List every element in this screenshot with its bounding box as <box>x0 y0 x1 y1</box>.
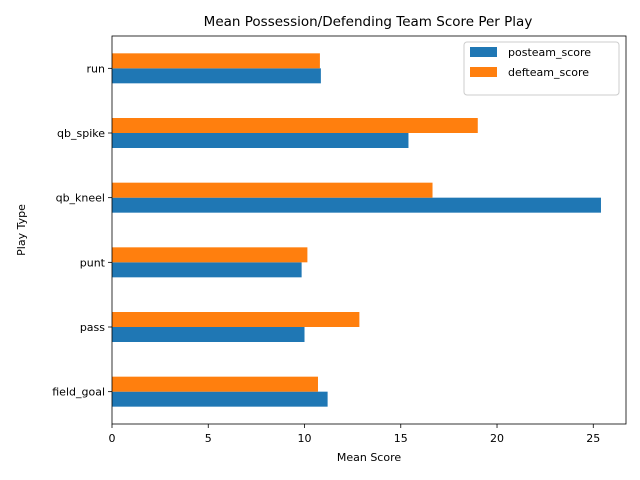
x-axis-ticks: 0 5 10 15 20 25 <box>109 424 600 445</box>
bars-group <box>112 53 601 407</box>
legend-frame <box>463 41 620 96</box>
bar-defteam_score-qb_spike <box>112 118 478 133</box>
y-tick-label: punt <box>80 256 106 269</box>
y-tick-label: qb_kneel <box>56 192 105 205</box>
bar-defteam_score-punt <box>112 247 308 263</box>
y-tick-label: field_goal <box>52 386 105 399</box>
bar-defteam_score-field_goal <box>112 376 318 392</box>
legend-swatch-defteam_score <box>470 67 497 77</box>
y-axis-ticks: field_goal pass punt qb_kneel qb_spike run <box>52 62 112 399</box>
y-tick-label: qb_spike <box>57 127 105 140</box>
plot-area-frame <box>111 35 627 425</box>
bar-posteam_score-field_goal <box>112 391 328 407</box>
x-tick-label: 0 <box>109 432 116 445</box>
x-tick-label: 10 <box>298 432 312 445</box>
bar-posteam_score-qb_kneel <box>112 197 601 213</box>
y-axis-label: Play Type <box>15 204 28 256</box>
bar-defteam_score-pass <box>112 312 360 327</box>
x-tick-label: 25 <box>586 432 600 445</box>
legend-label-defteam_score: defteam_score <box>508 66 589 79</box>
legend-label-posteam_score: posteam_score <box>508 46 591 59</box>
bar-posteam_score-run <box>112 68 321 84</box>
x-tick-label: 5 <box>205 432 212 445</box>
x-axis-label: Mean Score <box>337 451 402 464</box>
bar-posteam_score-pass <box>112 327 305 342</box>
y-tick-label: run <box>87 62 105 75</box>
x-tick-label: 15 <box>394 432 408 445</box>
x-tick-label: 20 <box>490 432 504 445</box>
bar-posteam_score-qb_spike <box>112 133 409 148</box>
bar-posteam_score-punt <box>112 262 302 278</box>
legend: posteam_score defteam_score <box>463 41 620 96</box>
bar-defteam_score-qb_kneel <box>112 182 433 198</box>
chart-title: Mean Possession/Defending Team Score Per… <box>204 14 533 30</box>
y-tick-label: pass <box>80 321 105 334</box>
bar-defteam_score-run <box>112 53 320 69</box>
legend-swatch-posteam_score <box>470 47 497 57</box>
